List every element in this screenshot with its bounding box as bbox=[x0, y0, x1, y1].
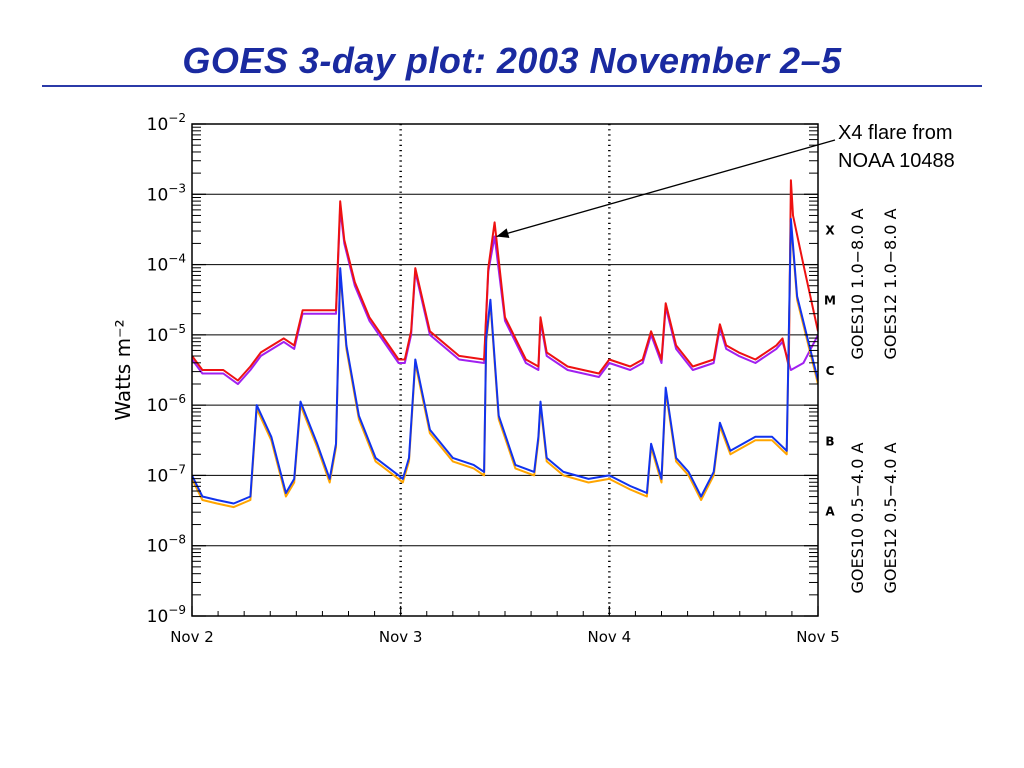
plot-frame bbox=[191, 123, 819, 617]
y-tick-label: 10−7 bbox=[147, 462, 186, 486]
y-tick-label: 10−4 bbox=[147, 252, 186, 276]
y-tick-label: 10−2 bbox=[147, 111, 186, 135]
slide-title: GOES 3-day plot: 2003 November 2–5 bbox=[182, 40, 842, 81]
y-tick-label: 10−3 bbox=[147, 181, 186, 205]
annotation-layer bbox=[496, 139, 836, 238]
x-tick-label: Nov 3 bbox=[379, 628, 423, 646]
y-tick-label: 10−5 bbox=[147, 322, 186, 346]
annotation-line-1: X4 flare from bbox=[838, 122, 953, 144]
series-line-2 bbox=[192, 221, 818, 509]
y-tick-label: 10−8 bbox=[147, 533, 186, 557]
title-underline bbox=[42, 85, 982, 87]
flare-class-label: M bbox=[824, 294, 836, 308]
series-line-1 bbox=[192, 179, 818, 382]
flare-class-label: A bbox=[825, 505, 835, 519]
series-layer bbox=[192, 179, 818, 509]
grid-layer bbox=[192, 124, 818, 616]
x-tick-label: Nov 5 bbox=[796, 628, 840, 646]
x-tick-label: Nov 4 bbox=[588, 628, 632, 646]
series-legend-label: GOES12 1.0−8.0 A bbox=[881, 208, 900, 359]
series-line-3 bbox=[192, 217, 818, 505]
flare-class-label: C bbox=[826, 364, 835, 378]
flare-class-label: X bbox=[825, 223, 835, 237]
y-tick-label: 10−6 bbox=[147, 392, 186, 416]
y-tick-label: 10−9 bbox=[147, 603, 186, 627]
flare-annotation: X4 flare from NOAA 10488 bbox=[838, 119, 955, 175]
flare-class-label: B bbox=[825, 434, 834, 448]
annotation-line-2: NOAA 10488 bbox=[838, 150, 955, 172]
x-tick-label: Nov 2 bbox=[170, 628, 214, 646]
series-legend-label: GOES10 0.5−4.0 A bbox=[848, 442, 867, 593]
y-axis-label: Watts m⁻² bbox=[111, 319, 135, 420]
annotation-arrowhead bbox=[496, 228, 510, 238]
series-legend-label: GOES12 0.5−4.0 A bbox=[881, 442, 900, 593]
annotation-arrow bbox=[496, 139, 836, 238]
series-legend-label: GOES10 1.0−8.0 A bbox=[848, 208, 867, 359]
